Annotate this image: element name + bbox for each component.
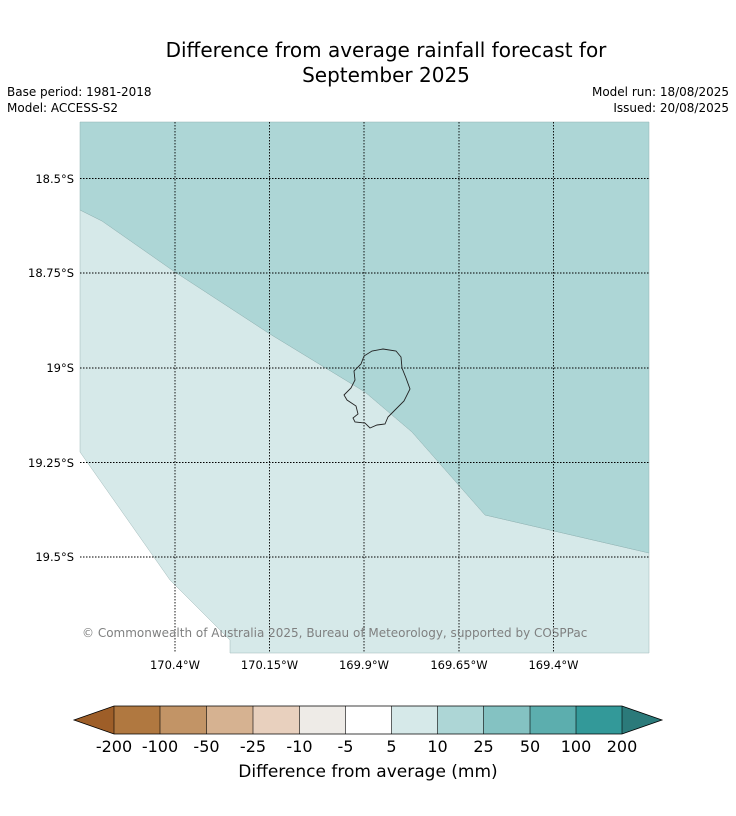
colorbar-tick-label: 5 xyxy=(386,737,397,756)
colorbar-segment xyxy=(299,706,346,734)
copyright-notice: © Commonwealth of Australia 2025, Bureau… xyxy=(82,626,588,640)
colorbar-segment xyxy=(345,706,392,734)
lon-label-169-9: 169.9°W xyxy=(338,658,390,672)
colorbar-segment xyxy=(206,706,253,734)
model-name: Model: ACCESS-S2 xyxy=(7,101,119,115)
colorbar-segment xyxy=(391,706,438,734)
meta-left: Base period: 1981-2018 Model: ACCESS-S2 xyxy=(7,84,152,116)
colorbar-segment xyxy=(530,706,576,734)
issued-date: Issued: 20/08/2025 xyxy=(613,101,729,115)
lon-label-170-15: 170.15°W xyxy=(240,658,299,672)
colorbar-tick-label: 25 xyxy=(473,737,494,756)
colorbar-tick-label: 50 xyxy=(519,737,541,756)
colorbar-tick-label: 10 xyxy=(427,737,448,756)
lat-label-19: 19°S xyxy=(46,361,74,375)
colorbar-tick-label: -10 xyxy=(286,737,313,756)
colorbar-extend-high xyxy=(622,706,662,734)
lon-label-169-4: 169.4°W xyxy=(528,658,579,672)
colorbar-tick-label: -100 xyxy=(141,737,179,756)
chart-title: Difference from average rainfall forecas… xyxy=(0,38,736,88)
colorbar-segment xyxy=(114,706,160,734)
title-line-1: Difference from average rainfall forecas… xyxy=(165,38,607,62)
meta-right: Model run: 18/08/2025 Issued: 20/08/2025 xyxy=(592,84,729,116)
region-medium-teal xyxy=(79,121,650,554)
colorbar-label: Difference from average (mm) xyxy=(238,762,498,782)
colorbar-tick-label: 200 xyxy=(606,737,638,756)
colorbar-segment xyxy=(483,706,530,734)
gridlines xyxy=(80,122,649,653)
lon-label-170-4: 170.4°W xyxy=(149,658,201,672)
colorbar-tick-label: -5 xyxy=(337,737,354,756)
lat-label-19-25: 19.25°S xyxy=(28,455,74,470)
lat-label-18-75: 18.75°S xyxy=(28,266,74,280)
colorbar-segment xyxy=(437,706,484,734)
lon-label-169-65: 169.65°W xyxy=(430,658,488,672)
colorbar-tick-label: -50 xyxy=(193,737,220,756)
island-outline xyxy=(343,348,411,429)
title-line-2: September 2025 xyxy=(302,63,470,87)
model-run: Model run: 18/08/2025 xyxy=(591,85,729,99)
colorbar xyxy=(72,705,664,735)
base-period: Base period: 1981-2018 xyxy=(7,85,152,99)
colorbar-tick-label: 100 xyxy=(560,737,592,756)
colorbar-tick-label: -25 xyxy=(239,737,267,756)
lat-label-18-5: 18.5°S xyxy=(35,171,74,186)
colorbar-segment xyxy=(576,706,622,734)
colorbar-extend-low xyxy=(74,706,114,734)
colorbar-segment xyxy=(253,706,300,734)
lat-label-19-5: 19.5°S xyxy=(35,550,74,564)
colorbar-segment xyxy=(160,706,207,734)
colorbar-tick-label: -200 xyxy=(95,737,133,756)
